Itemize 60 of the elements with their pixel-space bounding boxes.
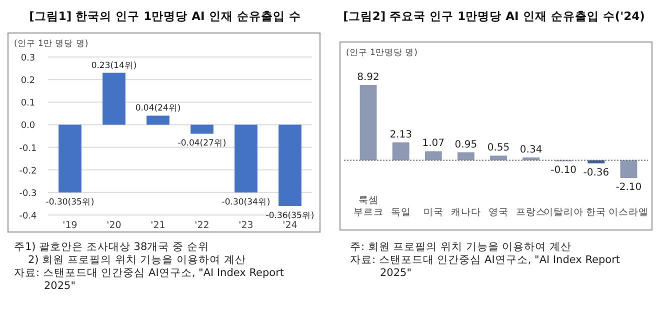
bar	[424, 151, 442, 160]
x-tick-label: 프랑스	[516, 207, 546, 218]
data-label: 1.07	[422, 138, 445, 150]
bar	[278, 124, 302, 206]
data-label: 0.23(14위)	[91, 60, 137, 71]
x-tick-label: 이스라엘	[608, 207, 649, 218]
y-axis-title: (인구 1만명당 명)	[346, 48, 418, 58]
bar	[58, 124, 82, 192]
x-tick-label: 룩셈부르크	[353, 195, 384, 218]
bar	[190, 124, 214, 134]
bar	[457, 152, 474, 160]
bar	[360, 85, 377, 160]
x-tick-label: 미국	[423, 207, 444, 218]
y-tick-label: -0.1	[19, 144, 37, 154]
x-tick-label: '20	[106, 220, 122, 231]
y-tick-label: -0.2	[19, 166, 37, 176]
y-tick-label: -0.4	[19, 212, 38, 222]
data-label: -0.36(35위)	[266, 210, 314, 221]
bar	[490, 156, 507, 160]
data-label: -0.10	[550, 165, 577, 176]
x-tick-label: 캐나다	[450, 207, 481, 218]
x-tick-label: 한국	[586, 207, 606, 218]
x-tick-label: '21	[150, 220, 166, 231]
x-tick-label: 영국	[488, 207, 508, 218]
bar	[392, 142, 410, 160]
text: 주: 회원 프로필의 위치 기능을 이용하여 계산	[350, 241, 572, 253]
chart-title: [그림1] 한국의 인구 1만명당 AI 인재 순유출입 수	[29, 9, 301, 23]
x-tick-label: '23	[238, 220, 254, 231]
text: 자료: 스탠포드대 인간중심 AI연구소, "AI Index Report 2025"	[350, 254, 620, 279]
bar	[146, 116, 170, 125]
data-label: -2.10	[616, 182, 642, 193]
x-tick-label: '24	[282, 220, 298, 231]
y-axis-title: (인구 1만 명당 명)	[14, 39, 88, 49]
text: 자료: 스탠포드대 인간중심 AI연구소, "AI Index Report 2025"	[14, 267, 284, 292]
text: 주1) 괄호안은 조사대상 38개국 중 순위	[14, 241, 209, 253]
data-label: -0.04(27위)	[178, 138, 226, 149]
bar	[522, 157, 540, 160]
y-tick-label: 0.1	[20, 98, 36, 109]
data-label: -0.30(34위)	[222, 197, 270, 208]
data-label: 2.13	[390, 129, 412, 140]
y-tick-label: -0.3	[19, 188, 37, 199]
chart-title: [그림2] 주요국 인구 1만명당 AI 인재 순유출입 수('24)	[343, 9, 645, 23]
x-tick-label: 이탈리아	[544, 207, 584, 218]
y-tick-label: 0.0	[20, 121, 36, 132]
data-label: 8.92	[357, 72, 380, 83]
x-tick-label: 독일	[390, 207, 411, 218]
bar	[102, 72, 126, 125]
data-label: 0.34	[520, 144, 542, 156]
y-tick-label: 0.3	[20, 54, 36, 64]
y-tick-label: 0.2	[20, 76, 36, 86]
bar	[620, 160, 638, 178]
data-label: 0.04(24위)	[135, 104, 181, 114]
bar	[234, 124, 258, 192]
data-label: 0.95	[454, 139, 478, 150]
data-label: -0.36	[583, 167, 610, 178]
x-tick-label: '22	[194, 220, 210, 231]
text: 2) 회원 프로필의 위치 기능을 이용하여 계산	[28, 254, 246, 266]
data-label: 0.55	[487, 142, 510, 154]
data-label: -0.30(35위)	[46, 197, 94, 208]
x-tick-label: '19	[62, 220, 78, 231]
